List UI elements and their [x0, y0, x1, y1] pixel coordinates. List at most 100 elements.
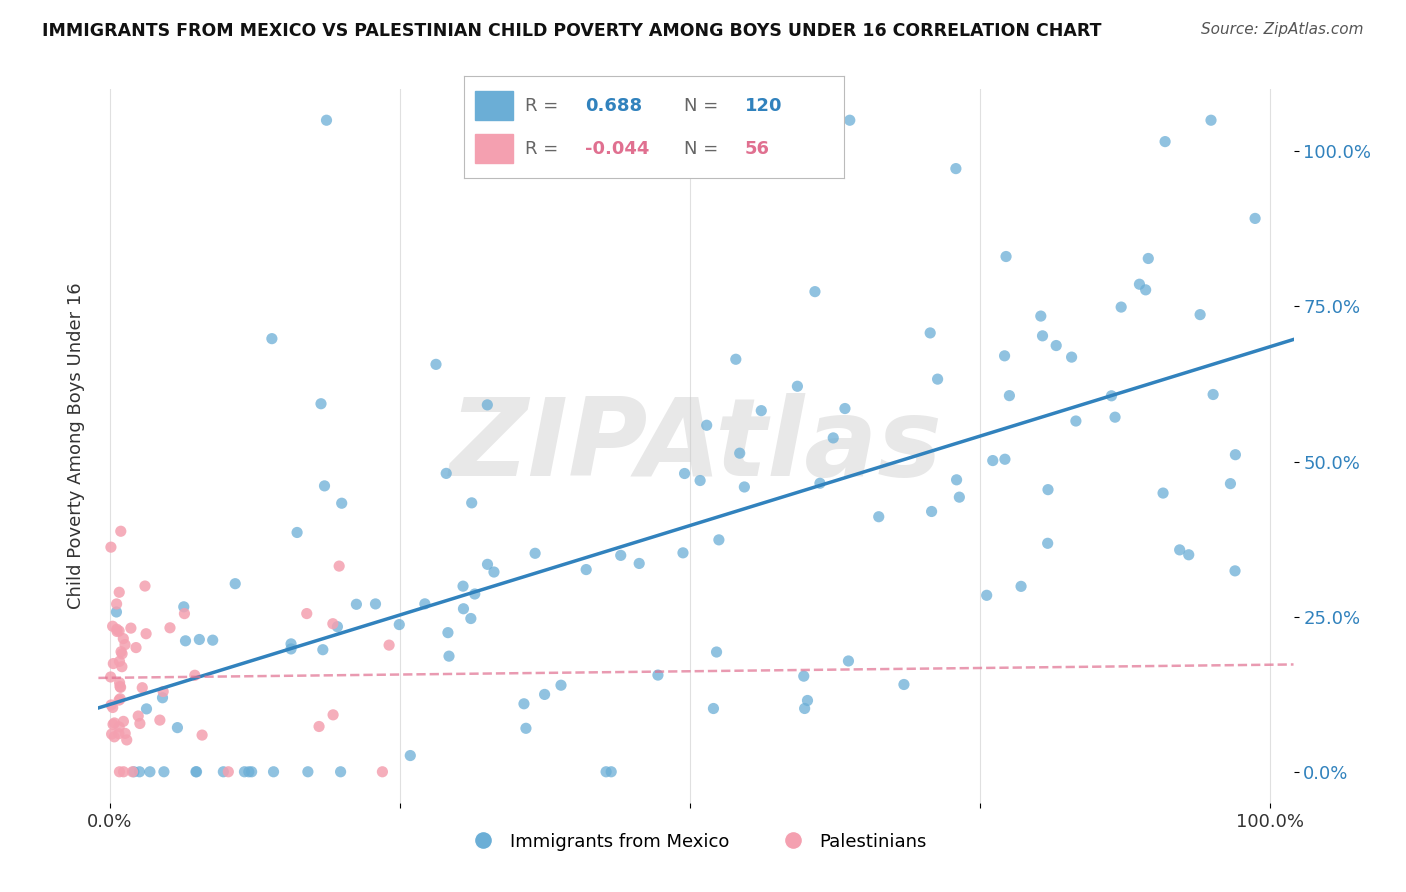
Point	[921, 504, 943, 518]
Point	[437, 649, 460, 664]
Point	[108, 764, 131, 779]
Text: ZIPAtlas: ZIPAtlas	[450, 393, 942, 499]
Point	[111, 647, 134, 661]
Point	[437, 625, 460, 640]
Point	[108, 727, 131, 741]
Point	[838, 113, 860, 128]
Point	[868, 509, 890, 524]
Point	[108, 693, 131, 707]
Point	[186, 764, 208, 779]
Point	[134, 579, 156, 593]
Point	[460, 611, 482, 625]
Point	[1104, 410, 1126, 425]
Point	[1219, 476, 1241, 491]
Point	[112, 714, 135, 729]
Point	[100, 727, 122, 741]
Legend: Immigrants from Mexico, Palestinians: Immigrants from Mexico, Palestinians	[458, 826, 934, 858]
Point	[689, 474, 711, 488]
Point	[297, 764, 319, 779]
Bar	[475, 135, 513, 163]
Point	[513, 697, 536, 711]
Text: IMMIGRANTS FROM MEXICO VS PALESTINIAN CHILD POVERTY AMONG BOYS UNDER 16 CORRELAT: IMMIGRANTS FROM MEXICO VS PALESTINIAN CH…	[42, 22, 1102, 40]
Point	[120, 621, 142, 635]
Point	[453, 601, 475, 615]
Point	[388, 617, 411, 632]
Point	[451, 579, 474, 593]
Point	[135, 626, 157, 640]
Point	[315, 113, 337, 128]
Point	[108, 720, 131, 734]
Point	[378, 638, 401, 652]
Point	[728, 446, 751, 460]
Text: N =: N =	[685, 140, 718, 158]
Point	[139, 764, 162, 779]
Point	[533, 688, 555, 702]
Point	[702, 701, 724, 715]
Point	[477, 398, 499, 412]
Point	[217, 764, 239, 779]
Point	[188, 632, 211, 647]
Point	[115, 733, 138, 747]
Point	[224, 576, 246, 591]
Point	[998, 389, 1021, 403]
Point	[110, 645, 132, 659]
Point	[152, 690, 174, 705]
Point	[314, 479, 336, 493]
Point	[647, 668, 669, 682]
Point	[524, 546, 547, 560]
Point	[131, 681, 153, 695]
Point	[733, 480, 755, 494]
Point	[263, 764, 285, 779]
Point	[464, 587, 486, 601]
Point	[128, 764, 150, 779]
Point	[804, 285, 827, 299]
Point	[1128, 277, 1150, 292]
Point	[152, 684, 174, 698]
Point	[212, 764, 235, 779]
Point	[322, 707, 344, 722]
Point	[1152, 486, 1174, 500]
Point	[1223, 564, 1246, 578]
Text: Source: ZipAtlas.com: Source: ZipAtlas.com	[1201, 22, 1364, 37]
Point	[837, 654, 859, 668]
Point	[364, 597, 387, 611]
Point	[105, 622, 128, 636]
Point	[1036, 536, 1059, 550]
Point	[100, 698, 122, 712]
Point	[434, 467, 457, 481]
Point	[1189, 308, 1212, 322]
Point	[995, 250, 1018, 264]
Point	[1036, 483, 1059, 497]
Text: 120: 120	[745, 96, 782, 114]
Point	[153, 764, 176, 779]
Point	[1064, 414, 1087, 428]
Point	[834, 401, 856, 416]
Point	[1244, 211, 1267, 226]
Point	[328, 559, 350, 574]
Point	[673, 467, 696, 481]
Point	[108, 675, 131, 690]
Point	[110, 681, 132, 695]
Point	[105, 605, 128, 619]
Point	[823, 431, 845, 445]
Point	[672, 546, 695, 560]
Point	[260, 332, 283, 346]
Point	[1135, 283, 1157, 297]
Point	[103, 715, 125, 730]
Point	[149, 713, 172, 727]
Point	[112, 764, 135, 779]
Point	[101, 619, 124, 633]
Point	[100, 670, 122, 684]
Point	[948, 490, 970, 504]
Point	[1060, 350, 1083, 364]
Point	[628, 557, 651, 571]
Point	[793, 669, 815, 683]
Text: R =: R =	[524, 140, 558, 158]
Point	[976, 588, 998, 602]
Point	[159, 621, 181, 635]
Point	[1137, 252, 1160, 266]
Point	[166, 721, 188, 735]
Point	[399, 748, 422, 763]
Point	[796, 693, 818, 707]
Point	[173, 599, 195, 614]
